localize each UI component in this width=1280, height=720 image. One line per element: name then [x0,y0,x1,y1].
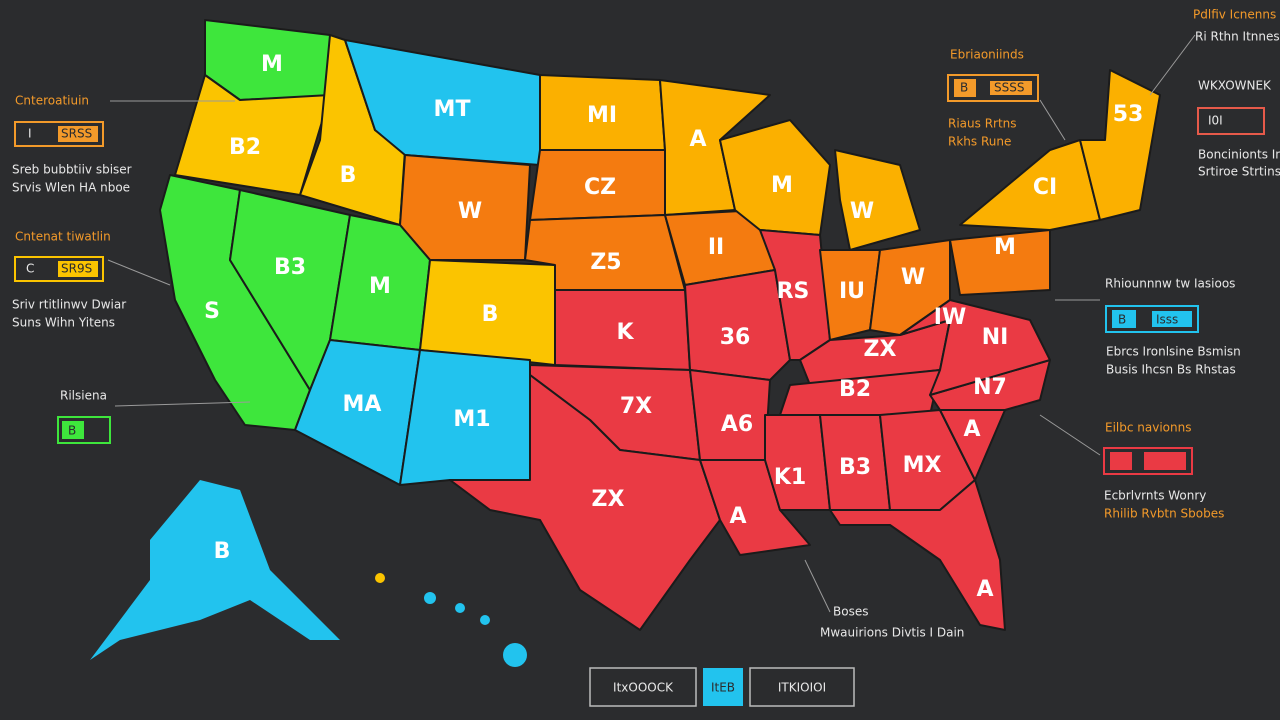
state-label: W [850,199,874,224]
state-label: Z5 [590,250,621,275]
callout-text: Busis Ihcsn Bs Rhstas [1106,363,1236,377]
state-label: M [771,173,793,198]
state-labels: MB2SB3BMTWMBMAM1MICZZ5K7XZXAII36A6AMRSWI… [204,52,1143,602]
state-label: ZX [864,337,897,362]
islands [375,573,527,667]
callout-text: Riaus Rrtns [948,117,1017,131]
state-label: K1 [774,465,806,490]
state [174,74,331,196]
callout-title: Rilsiena [60,389,107,403]
state-label: M [994,235,1016,260]
state [1079,69,1161,221]
state-label: B [340,163,357,188]
state-label: CZ [584,175,616,200]
box-label: B [68,424,76,438]
state-label: 36 [720,325,751,350]
state-label: 53 [1113,102,1144,127]
box-label: B [960,81,968,95]
callout-text: Ri Rthn Itnnes [1195,30,1280,44]
callout-text: Rhilib Rvbtn Sbobes [1104,507,1224,521]
box-label: SRSS [61,127,92,141]
callout-title: Cntenat tiwatlin [15,230,111,244]
footer-label: ITKIOIOI [778,681,826,695]
state-label: MA [343,392,382,417]
box-label: C [26,262,34,276]
box-label: SR9S [61,262,92,276]
callout-title: Boses [833,605,868,619]
state-label: M [369,274,391,299]
state-label: K [616,320,634,345]
state [959,139,1101,231]
state-label: A [689,127,706,152]
footer-label: ItEB [711,681,735,695]
state [899,299,1051,396]
states [90,19,1161,667]
state [90,480,340,660]
state-label: W [901,265,925,290]
state-label: B2 [229,135,261,160]
state [834,149,921,251]
state-label: II [708,235,724,260]
callout-title: WKXOWNEK [1198,79,1272,93]
callout-title: Eilbc navionns [1105,421,1191,435]
state-label: A [963,417,980,442]
state-label: B3 [274,255,306,280]
state-label: M [261,52,283,77]
callout-text: Rkhs Rune [948,135,1011,149]
state [764,414,831,511]
footer-label: ItxOOOCK [613,681,674,695]
state-label: A [729,504,746,529]
state-label: IW [934,305,966,330]
callout-text: Suns Wihn Yitens [12,316,115,330]
state-label: MI [587,103,617,128]
state-label: MT [434,97,471,122]
box-label: B [1118,313,1126,327]
state-label: A [976,577,993,602]
callout-title: Cnteroatiuin [15,94,89,108]
callout-title: Rhiounnnw tw Iasioos [1105,277,1235,291]
callout-title: Ebriaoniinds [950,48,1024,62]
callout-text: Sriv rtitlinwv Dwiar [12,298,126,312]
state-label: MX [903,453,942,478]
state [684,269,791,381]
callout-title: Pdlfiv Icnenns [1193,8,1276,22]
callout-text: Ebrcs Ironlsine Bsmisn [1106,345,1241,359]
callout-text: Boncinionts Inan [1198,148,1280,162]
state-label: N7 [973,375,1007,400]
callout-text: Sreb bubbtiiv sbiser [12,163,132,177]
state-label: A6 [721,412,753,437]
state [949,229,1051,296]
callouts: Cnteroatiuin I SRSS Sreb bubbtiiv sbiser… [12,8,1280,640]
callout-text: Mwauirions Divtis I Dain [820,626,964,640]
state-label: B [214,539,231,564]
state-label: B3 [839,455,871,480]
callout-text: Srtiroe Strtins [1198,165,1280,179]
state-label: RS [777,279,810,304]
state [294,339,421,486]
state [399,154,531,261]
box-label: I [28,127,32,141]
state-label: B2 [839,377,871,402]
callout-text: Srvis Wlen HA nboe [12,181,130,195]
box-label: Isss [1156,313,1178,327]
footer: ItxOOOCK ItEB ITKIOIOI [589,667,855,707]
state-label: IU [839,279,865,304]
state-label: W [458,199,482,224]
state-label: B [482,302,499,327]
state-label: NI [982,325,1009,350]
box-label: SSSS [994,81,1024,95]
state-label: CI [1033,175,1057,200]
box-label: I0I [1208,114,1223,128]
state-label: ZX [592,487,625,512]
callout-text: Ecbrlvrnts Wonry [1104,489,1206,503]
state [829,479,1006,631]
state-label: 7X [620,394,652,419]
state-label: M1 [453,407,490,432]
state-label: S [204,299,220,324]
